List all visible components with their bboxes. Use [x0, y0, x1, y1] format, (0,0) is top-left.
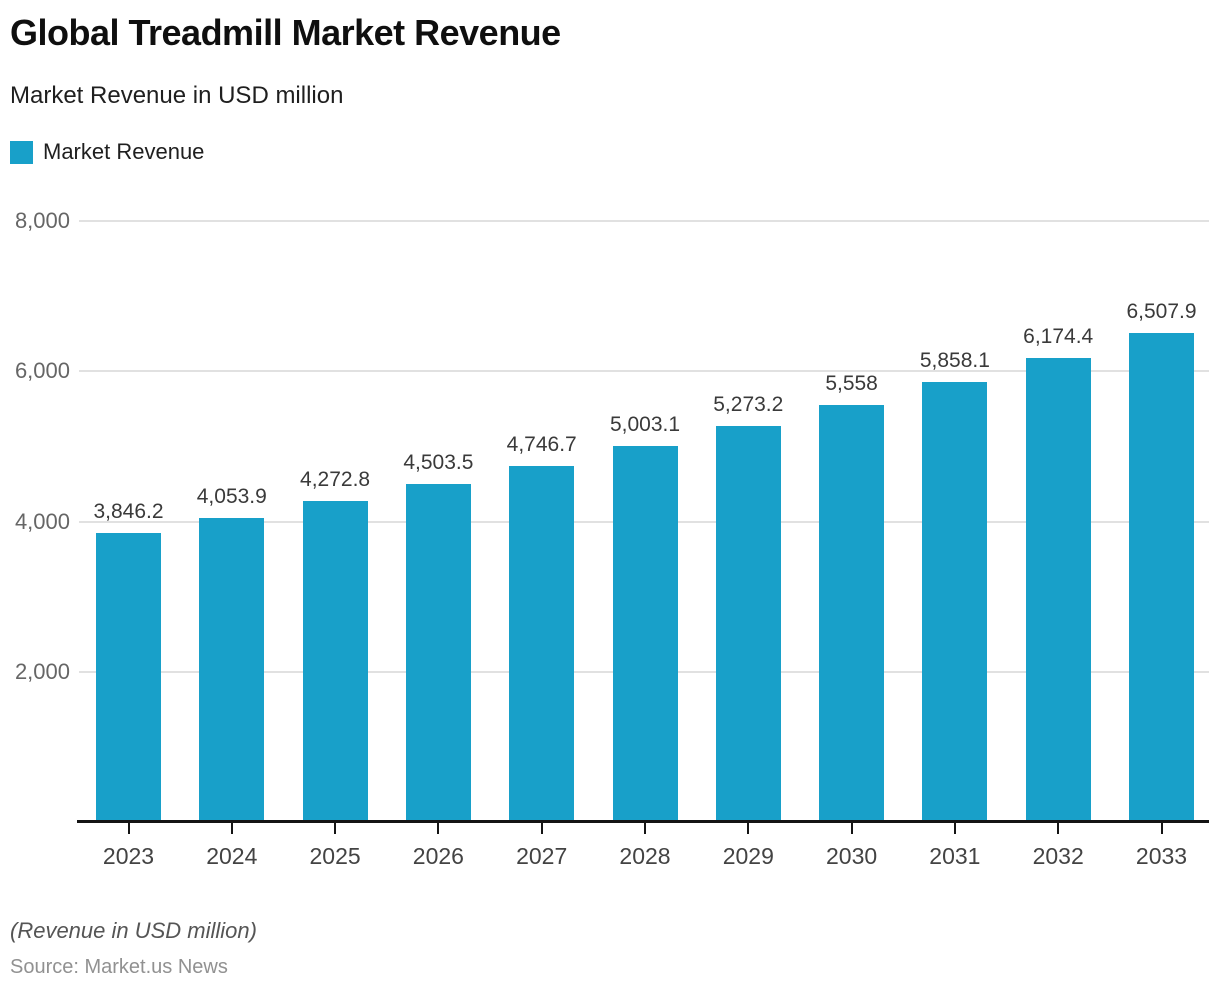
bar [1129, 333, 1194, 822]
x-axis-label: 2028 [619, 843, 671, 869]
bar [199, 517, 265, 822]
legend-label: Market Revenue [43, 139, 205, 164]
bar-value-label: 3,846.2 [93, 500, 164, 524]
bar-value-label: 6,507.9 [1126, 300, 1197, 324]
x-axis-line [77, 820, 1209, 823]
x-axis-tick [540, 823, 543, 834]
x-axis-label: 2029 [722, 843, 774, 869]
chart-subtitle: Market Revenue in USD million [10, 82, 344, 109]
x-axis-label: 2033 [1135, 843, 1188, 869]
gridline [79, 370, 1209, 373]
y-axis-label: 6,000 [14, 358, 70, 384]
x-axis-label: 2025 [309, 843, 361, 869]
bar-value-label: 5,003.1 [609, 413, 681, 437]
bar [1025, 358, 1091, 822]
x-axis-tick [850, 823, 853, 834]
bar [509, 465, 575, 822]
bar [922, 382, 988, 822]
bar-value-label: 4,053.9 [196, 484, 267, 508]
source-note: Source: Market.us News [10, 956, 228, 978]
bar-value-label: 5,558 [825, 371, 878, 395]
x-axis-tick [334, 823, 337, 834]
x-axis-tick [1160, 823, 1163, 834]
x-axis-tick [127, 823, 130, 834]
x-axis-label: 2027 [516, 843, 568, 869]
bar-value-label: 4,503.5 [403, 450, 474, 474]
bar [715, 425, 781, 822]
x-axis-tick [230, 823, 233, 834]
x-axis-label: 2030 [826, 843, 878, 869]
bar-value-label: 4,272.8 [300, 468, 371, 492]
x-axis-label: 2024 [206, 843, 258, 869]
y-axis-label: 4,000 [14, 508, 70, 534]
bar-value-label: 4,746.7 [506, 432, 577, 456]
bar-value-label: 6,174.4 [1023, 325, 1094, 349]
x-axis-tick [437, 823, 440, 834]
x-axis-tick [644, 823, 646, 834]
bar [302, 501, 368, 822]
bar [819, 404, 885, 822]
x-axis-tick [1057, 823, 1060, 834]
bar-value-label: 5,858.1 [919, 349, 990, 373]
x-axis-tick [747, 823, 750, 834]
x-axis-label: 2032 [1032, 843, 1084, 869]
revenue-footnote: (Revenue in USD million) [10, 918, 257, 943]
y-axis-label: 8,000 [14, 208, 70, 234]
bar-value-label: 5,273.2 [713, 392, 784, 416]
bar [612, 446, 678, 822]
legend: Market Revenue [10, 139, 204, 165]
x-axis-label: 2026 [412, 843, 464, 869]
x-axis-tick [953, 823, 956, 834]
chart-title: Global Treadmill Market Revenue [10, 12, 561, 53]
bar [96, 533, 161, 822]
gridline [79, 220, 1209, 223]
x-axis-label: 2023 [102, 843, 155, 869]
x-axis-label: 2031 [929, 843, 981, 869]
legend-swatch-icon [10, 140, 33, 164]
bar [405, 483, 471, 822]
y-axis-label: 2,000 [14, 658, 70, 684]
